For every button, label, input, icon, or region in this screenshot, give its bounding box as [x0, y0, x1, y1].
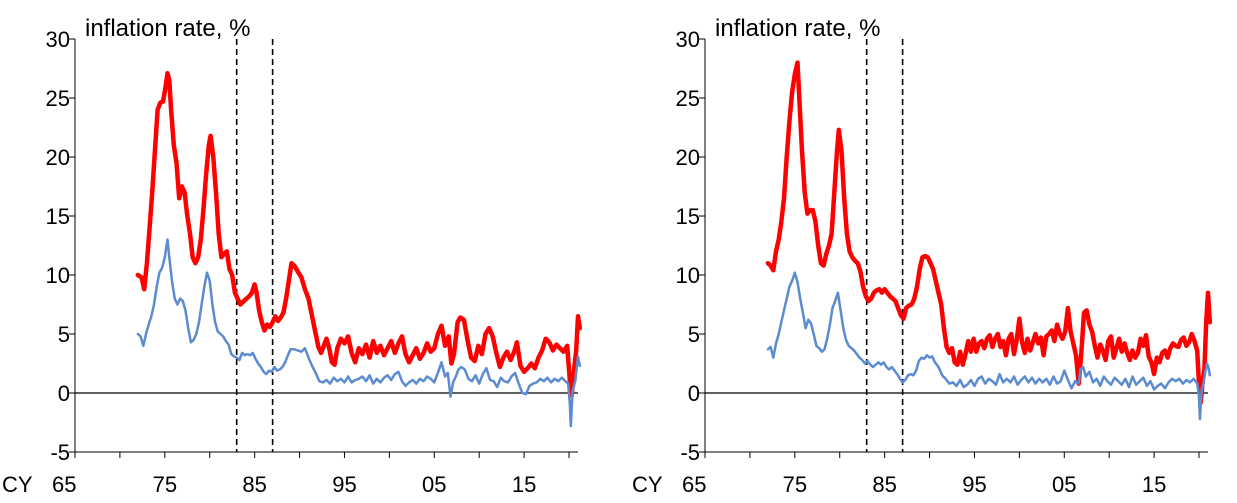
- y-tick-label: -5: [50, 440, 70, 465]
- y-tick-label: -5: [680, 440, 700, 465]
- x-axis-prefix: CY: [2, 472, 33, 497]
- chart-title: inflation rate, %: [85, 15, 250, 42]
- x-tick-label: 15: [1142, 472, 1166, 497]
- x-tick-label: 75: [783, 472, 807, 497]
- x-tick-label: 05: [422, 472, 446, 497]
- x-tick-label: 15: [512, 472, 536, 497]
- chart-title: inflation rate, %: [715, 15, 880, 42]
- x-tick-label: 65: [52, 472, 76, 497]
- y-tick-label: 25: [46, 86, 70, 111]
- y-tick-label: 10: [46, 263, 70, 288]
- x-tick-label: 85: [242, 472, 266, 497]
- series-line-red: [765, 60, 1213, 405]
- y-tick-label: 20: [46, 145, 70, 170]
- series-line-blue: [136, 238, 582, 428]
- x-tick-label: 85: [872, 472, 896, 497]
- x-tick-label: 95: [332, 472, 356, 497]
- x-axis-prefix: CY: [632, 472, 663, 497]
- y-tick-label: 30: [46, 27, 70, 52]
- y-tick-label: 15: [46, 204, 70, 229]
- y-tick-label: 0: [58, 381, 70, 406]
- chart-panel-left: inflation rate, % -5 0 5 10 15 20 25 30 CY 65 75 85 9…: [0, 0, 600, 503]
- series-line-blue: [766, 271, 1212, 421]
- y-tick-label: 20: [676, 145, 700, 170]
- x-tick-label: 65: [682, 472, 706, 497]
- y-tick-label: 5: [58, 322, 70, 347]
- chart-panel-right: inflation rate, % -5 0 5 10 15 20 25 30 CY 65 75 85 9…: [630, 0, 1230, 503]
- y-tick-label: 25: [676, 86, 700, 111]
- y-tick-label: 10: [676, 263, 700, 288]
- y-tick-label: 5: [688, 322, 700, 347]
- x-tick-label: 75: [153, 472, 177, 497]
- y-tick-label: 30: [676, 27, 700, 52]
- y-tick-label: 0: [688, 381, 700, 406]
- x-tick-label: 05: [1052, 472, 1076, 497]
- y-tick-label: 15: [676, 204, 700, 229]
- series-line-red: [135, 70, 583, 398]
- x-tick-label: 95: [962, 472, 986, 497]
